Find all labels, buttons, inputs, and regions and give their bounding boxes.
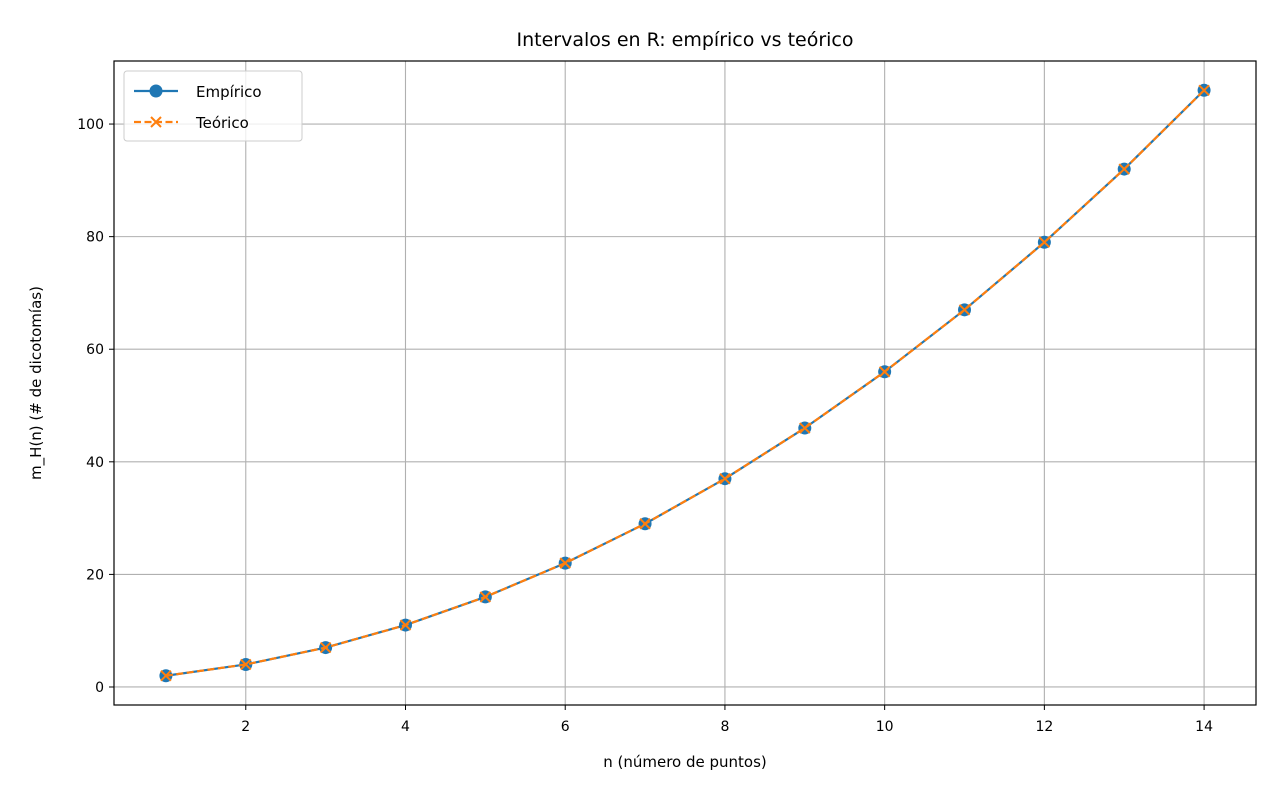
legend-box — [123, 70, 303, 142]
data-point-teorico — [399, 619, 412, 631]
y-tick-label: 0 — [95, 680, 104, 696]
data-point-teorico — [878, 366, 891, 378]
x-tick-label: 14 — [1195, 719, 1213, 735]
legend-label: Empírico — [196, 83, 262, 101]
x-tick-label: 6 — [561, 719, 570, 735]
x-tick-label: 12 — [1035, 719, 1053, 735]
data-point-teorico — [1118, 163, 1130, 175]
legend-marker — [149, 84, 163, 98]
plot-frame — [113, 60, 1257, 706]
data-point-teorico — [160, 670, 172, 682]
data-point-teorico — [1038, 236, 1051, 248]
data-point-teorico — [479, 591, 492, 603]
ticks: 2 4 6 8 10 12 14 0 20 40 60 80 100 — [77, 117, 1213, 735]
x-tick-label: 10 — [876, 719, 894, 735]
y-axis-label: m_H(n) (# de dicotomías) — [27, 286, 46, 480]
x-axis-label: n (número de puntos) — [603, 753, 767, 771]
legend-label: Teórico — [195, 114, 249, 132]
series-line-teorico — [165, 89, 1205, 677]
grid — [114, 61, 1256, 705]
legend-entry-empirico: Empírico — [134, 83, 262, 101]
data-point-teorico — [240, 658, 252, 671]
series-layer — [159, 83, 1211, 683]
y-tick-label: 40 — [86, 455, 104, 471]
chart-title: Intervalos en R: empírico vs teórico — [517, 29, 854, 51]
legend: Empírico Teórico — [123, 70, 303, 142]
y-tick-label: 80 — [86, 230, 104, 246]
series-teorico — [160, 84, 1210, 682]
x-tick-label: 2 — [241, 719, 250, 735]
legend-entry-teorico: Teórico — [134, 114, 249, 132]
data-point-teorico — [559, 557, 571, 569]
x-tick-label: 4 — [401, 719, 410, 735]
data-point-teorico — [319, 641, 332, 654]
y-tick-label: 60 — [86, 342, 104, 358]
legend-marker — [150, 116, 162, 128]
data-point-teorico — [799, 422, 811, 434]
data-point-teorico — [719, 472, 731, 485]
x-tick-label: 8 — [720, 719, 729, 735]
data-point-teorico — [958, 304, 971, 316]
y-tick-label: 20 — [86, 567, 104, 583]
data-point-teorico — [1198, 84, 1210, 96]
data-point-teorico — [639, 518, 651, 530]
y-tick-label: 100 — [77, 117, 104, 133]
